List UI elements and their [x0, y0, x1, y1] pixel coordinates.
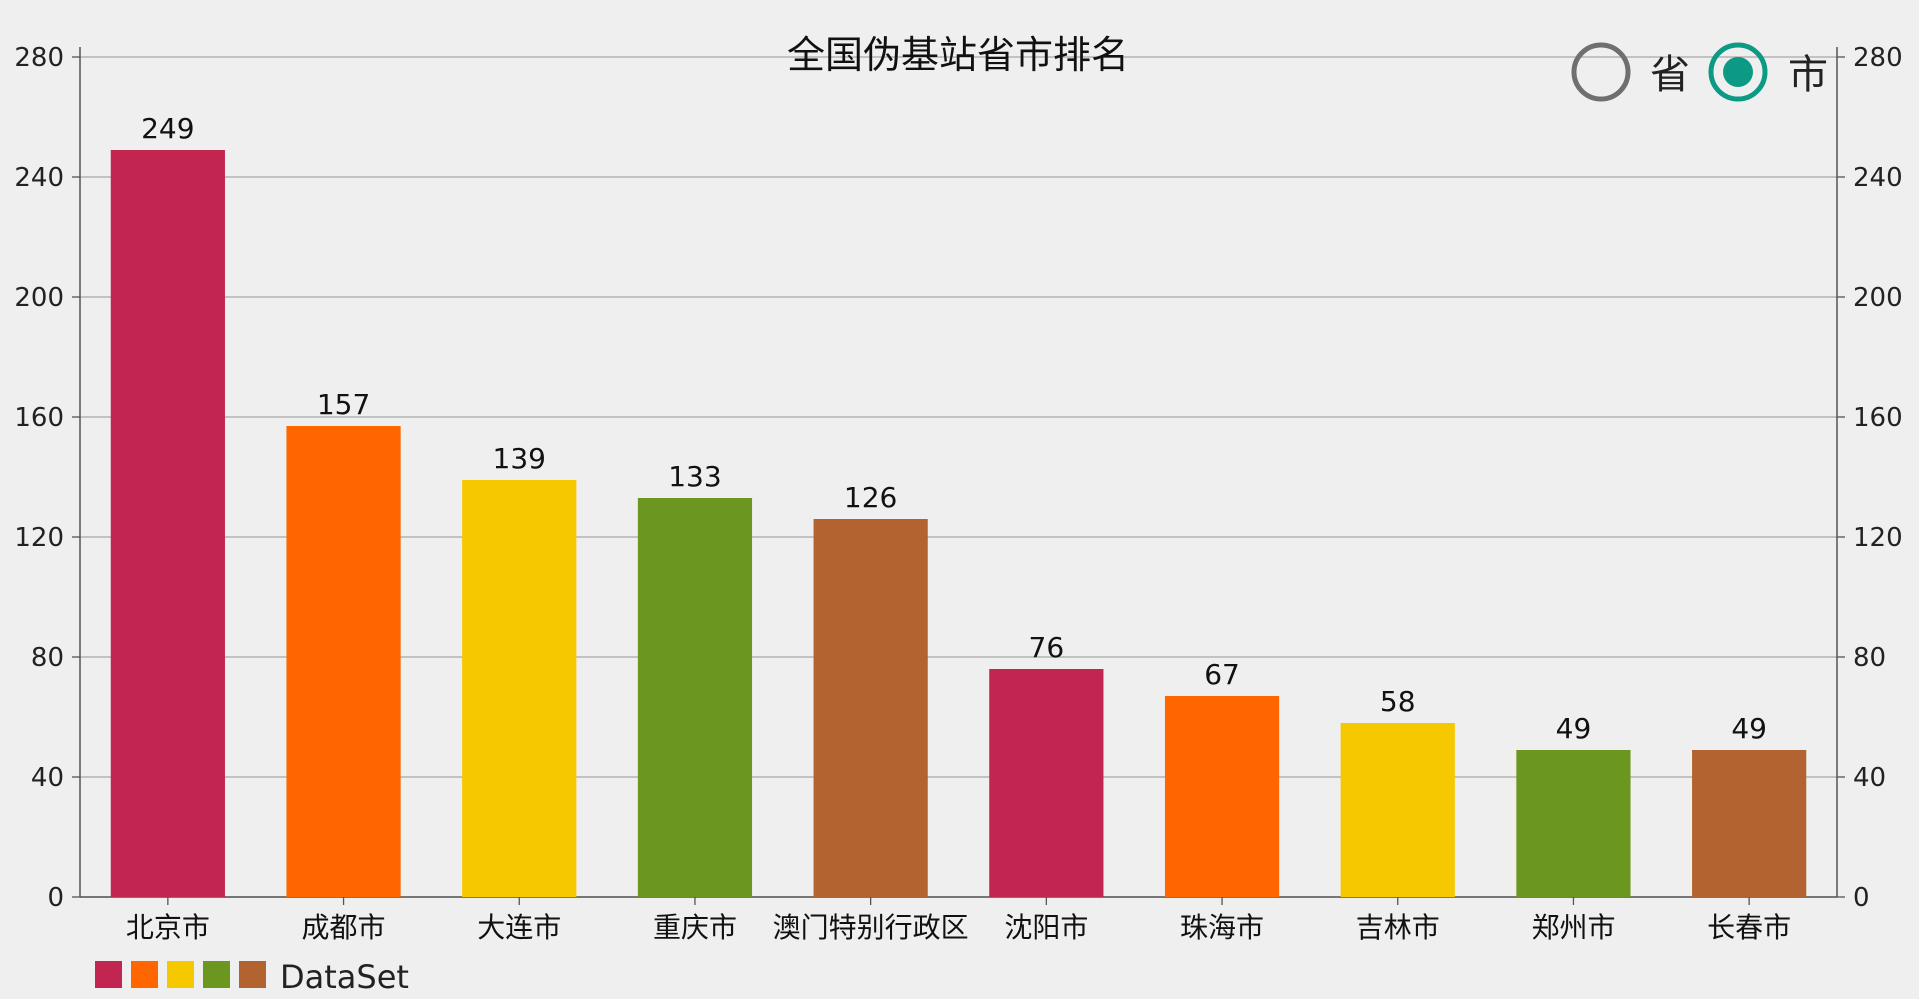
radio-city-label: 市 [1788, 52, 1828, 98]
bar [637, 498, 753, 897]
y-tick-label-right: 280 [1853, 43, 1903, 73]
legend-series-label: DataSet [280, 958, 409, 996]
bar-value-label: 139 [493, 442, 546, 475]
y-tick-label-left: 40 [31, 763, 64, 793]
bar [1164, 696, 1280, 897]
scope-toggle: 省 市 [1571, 42, 1828, 102]
radio-province[interactable]: 省 [1571, 42, 1690, 102]
x-tick-label: 郑州市 [1531, 911, 1615, 944]
x-tick-label: 长春市 [1707, 911, 1791, 944]
legend-swatch [203, 961, 230, 988]
y-tick-label-right: 40 [1853, 763, 1886, 793]
bar-value-label: 49 [1556, 712, 1592, 745]
bar [1340, 723, 1455, 897]
y-tick-label-right: 160 [1853, 403, 1903, 433]
x-tick-label: 沈阳市 [1004, 911, 1088, 944]
chart-title: 全国伪基站省市排名 [787, 33, 1129, 77]
category-labels: 北京市 成都市 大连市 重庆市 澳门特别行政区 沈阳市 珠海市 吉林市 郑州市 长春市 [126, 897, 1791, 944]
x-tick-label: 重庆市 [653, 911, 737, 944]
y-tick-label-right: 80 [1853, 643, 1886, 673]
radio-province-circle[interactable] [1571, 42, 1631, 102]
bar-value-label: 133 [668, 460, 721, 493]
bar [813, 519, 928, 897]
radio-city[interactable]: 市 [1708, 42, 1828, 102]
x-tick-label: 北京市 [126, 911, 210, 944]
bar-value-label: 126 [844, 481, 897, 514]
x-tick-label: 大连市 [477, 911, 561, 944]
radio-city-dot [1723, 57, 1753, 87]
bar [462, 480, 577, 897]
value-labels: 249 157 139 133 126 76 67 58 49 49 [141, 112, 1767, 745]
bar-value-label: 58 [1380, 685, 1416, 718]
y-tick-label-right: 240 [1853, 163, 1903, 193]
bar [286, 426, 401, 897]
y-tick-label-left: 0 [47, 883, 64, 913]
x-tick-label: 澳门特别行政区 [773, 911, 969, 944]
legend-swatch [167, 961, 194, 988]
y-tick-label-left: 80 [31, 643, 64, 673]
legend: DataSet [95, 958, 409, 996]
bar [1692, 750, 1807, 897]
bar-value-label: 157 [317, 388, 370, 421]
y-tick-label-left: 120 [14, 523, 64, 553]
y-tick-label-left: 160 [14, 403, 64, 433]
y-tick-label-right: 0 [1853, 883, 1870, 913]
y-axis-right-ticks: 0 40 80 120 160 200 240 280 [1837, 43, 1903, 913]
bar-value-label: 67 [1204, 658, 1240, 691]
radio-city-circle[interactable] [1708, 42, 1768, 102]
legend-swatch [95, 961, 122, 988]
bars [110, 150, 1807, 897]
radio-province-label: 省 [1650, 52, 1690, 98]
y-tick-label-left: 200 [14, 283, 64, 313]
y-axis-left-ticks: 0 40 80 120 160 200 240 280 [14, 43, 80, 913]
y-tick-label-left: 240 [14, 163, 64, 193]
bar-value-label: 249 [141, 112, 194, 145]
legend-swatch [239, 961, 266, 988]
bar-value-label: 76 [1029, 631, 1065, 664]
bar [1516, 750, 1631, 897]
legend-swatch [131, 961, 158, 988]
y-tick-label-left: 280 [14, 43, 64, 73]
bar-value-label: 49 [1731, 712, 1767, 745]
bar [989, 669, 1104, 897]
y-tick-label-right: 200 [1853, 283, 1903, 313]
bar [110, 150, 225, 897]
y-tick-label-right: 120 [1853, 523, 1903, 553]
x-tick-label: 成都市 [302, 911, 386, 944]
x-tick-label: 珠海市 [1180, 911, 1264, 944]
x-tick-label: 吉林市 [1356, 911, 1440, 944]
